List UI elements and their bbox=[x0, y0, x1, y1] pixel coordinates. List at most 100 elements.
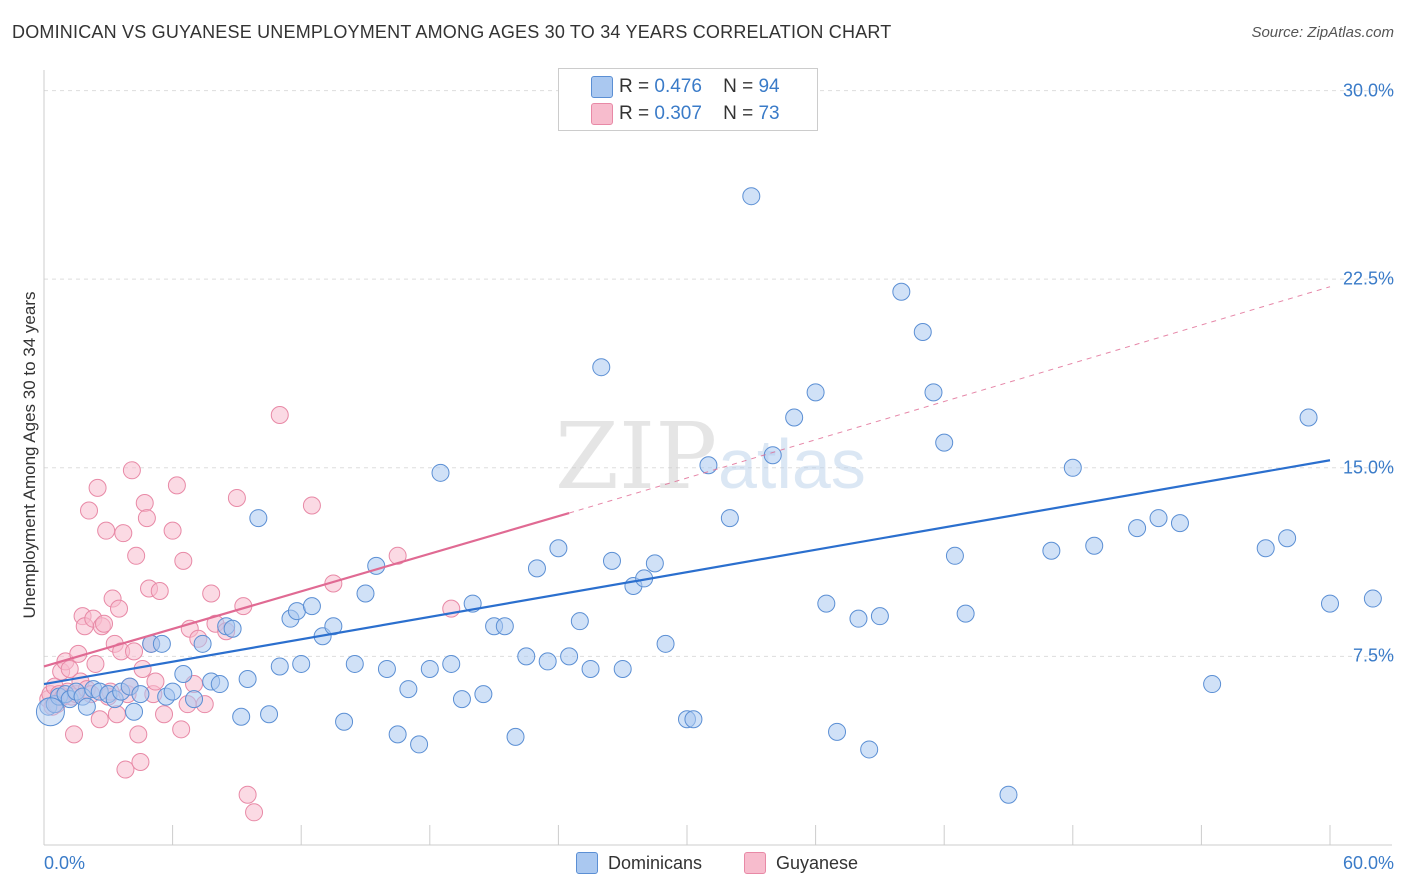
data-point bbox=[527, 559, 546, 578]
dominican-trend-line bbox=[43, 459, 1331, 686]
data-point bbox=[399, 680, 418, 699]
data-point bbox=[549, 539, 568, 558]
data-point bbox=[1128, 519, 1147, 538]
data-point bbox=[945, 546, 964, 565]
data-point bbox=[292, 654, 311, 673]
data-point bbox=[410, 735, 429, 754]
data-point bbox=[88, 478, 107, 497]
data-point bbox=[1170, 514, 1189, 533]
data-point bbox=[245, 803, 264, 822]
legend-n-label: N = bbox=[723, 76, 754, 97]
data-point bbox=[137, 509, 156, 528]
chart-title: DOMINICAN VS GUYANESE UNEMPLOYMENT AMONG… bbox=[12, 22, 892, 42]
data-point bbox=[517, 647, 536, 666]
data-point bbox=[806, 383, 825, 402]
data-point bbox=[227, 488, 246, 507]
source-label: Source: ZipAtlas.com bbox=[1251, 24, 1394, 41]
data-point bbox=[699, 456, 718, 475]
data-point bbox=[146, 672, 165, 691]
data-point bbox=[135, 493, 154, 512]
dominican-points bbox=[35, 187, 1382, 804]
data-point bbox=[270, 657, 289, 676]
data-point bbox=[656, 634, 675, 653]
data-point bbox=[356, 584, 375, 603]
legend-row-dominicans: R = 0.476 N = 94 bbox=[591, 75, 780, 99]
data-point bbox=[377, 659, 396, 678]
legend-r-label: R = bbox=[619, 103, 650, 124]
data-point bbox=[1256, 539, 1275, 558]
legend-swatch-blue bbox=[591, 76, 613, 98]
data-point bbox=[129, 725, 148, 744]
bottom-swatch-blue bbox=[576, 852, 598, 874]
data-point bbox=[150, 582, 169, 601]
data-point bbox=[270, 405, 289, 424]
data-point bbox=[538, 652, 557, 671]
data-point bbox=[785, 408, 804, 427]
data-point bbox=[495, 617, 514, 636]
data-point bbox=[174, 551, 193, 570]
data-point bbox=[870, 607, 889, 626]
data-point bbox=[116, 760, 135, 779]
axes bbox=[43, 70, 1392, 846]
data-point bbox=[110, 599, 129, 618]
data-point bbox=[345, 654, 364, 673]
data-point bbox=[452, 690, 471, 709]
data-point bbox=[828, 722, 847, 741]
data-point bbox=[581, 659, 600, 678]
data-point bbox=[223, 619, 242, 638]
data-point bbox=[114, 524, 133, 543]
bottom-legend-label: Dominicans bbox=[608, 852, 703, 873]
data-point bbox=[210, 675, 229, 694]
data-point bbox=[913, 322, 932, 341]
data-point bbox=[107, 705, 126, 724]
watermark-zip: ZIP bbox=[555, 403, 717, 510]
data-point bbox=[202, 584, 221, 603]
legend-r-label: R = bbox=[619, 76, 650, 97]
data-point bbox=[742, 187, 761, 206]
data-point bbox=[388, 725, 407, 744]
legend-n-label: N = bbox=[723, 103, 754, 124]
y-tick-label: 7.5% bbox=[1352, 645, 1394, 666]
data-point bbox=[249, 509, 268, 528]
data-point bbox=[90, 710, 109, 729]
data-point bbox=[860, 740, 879, 759]
guyanese-trend-line bbox=[43, 511, 570, 668]
data-point bbox=[122, 461, 141, 480]
data-point bbox=[80, 501, 99, 520]
legend-swatch-pink bbox=[591, 103, 613, 125]
data-point bbox=[163, 682, 182, 701]
data-point bbox=[849, 609, 868, 628]
data-point bbox=[260, 705, 279, 724]
data-point bbox=[125, 702, 144, 721]
data-point bbox=[684, 710, 703, 729]
data-point bbox=[167, 476, 186, 495]
data-point bbox=[1042, 541, 1061, 560]
data-point bbox=[1363, 589, 1382, 608]
y-tick-label: 15.0% bbox=[1342, 457, 1394, 478]
data-point-cluster bbox=[35, 697, 65, 727]
data-point bbox=[935, 433, 954, 452]
guyanese-points bbox=[39, 405, 461, 822]
data-point bbox=[999, 785, 1018, 804]
data-point bbox=[131, 685, 150, 704]
data-point bbox=[645, 554, 664, 573]
x-tick-max: 60.0% bbox=[1342, 853, 1394, 873]
data-point bbox=[335, 712, 354, 731]
data-point bbox=[613, 659, 632, 678]
data-point bbox=[174, 664, 193, 683]
data-point bbox=[1278, 529, 1297, 548]
data-point bbox=[592, 358, 611, 377]
data-point bbox=[817, 594, 836, 613]
data-point bbox=[1149, 509, 1168, 528]
data-point bbox=[238, 785, 257, 804]
y-tick-label: 22.5% bbox=[1342, 268, 1394, 289]
guyanese-trend-extension bbox=[568, 286, 1331, 514]
data-point bbox=[95, 614, 114, 633]
grid-lines bbox=[44, 90, 1392, 657]
data-point bbox=[388, 546, 407, 565]
data-point bbox=[60, 659, 79, 678]
data-point bbox=[97, 521, 116, 540]
data-point bbox=[474, 685, 493, 704]
watermark-atlas: atlas bbox=[718, 425, 866, 503]
